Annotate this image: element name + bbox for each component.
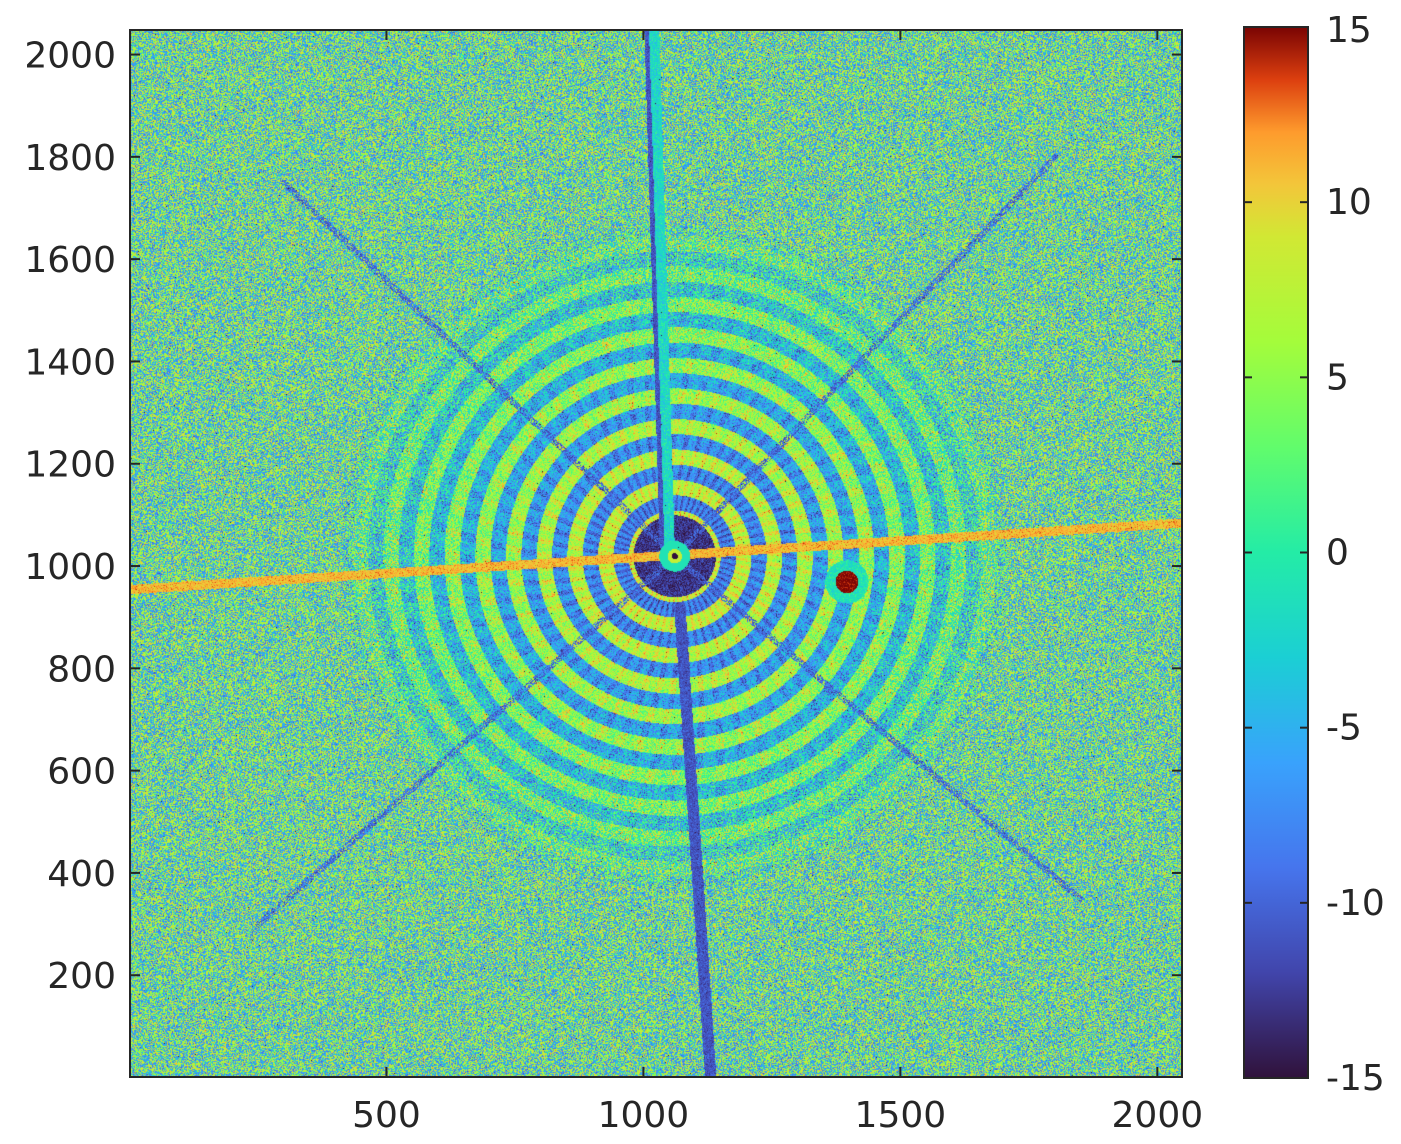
x-tick-label: 1500 — [855, 1095, 947, 1136]
x-tick-label: 2000 — [1112, 1095, 1204, 1136]
plot-frame — [129, 29, 1183, 1078]
y-tick-label: 800 — [47, 649, 116, 690]
y-tick-label: 400 — [47, 854, 116, 895]
y-tick-label: 1600 — [24, 240, 116, 281]
colorbar-tick-label: 0 — [1326, 533, 1349, 574]
heatmap-canvas — [130, 30, 1182, 1077]
y-tick-label: 2000 — [24, 36, 116, 77]
y-axis-ticks: 200 400 600 800 1000 1200 1400 1600 1800 2000 — [24, 36, 1182, 997]
colorbar: 15 10 5 0 -5 -10 -15 — [1243, 10, 1385, 1099]
x-tick-label: 1000 — [598, 1095, 690, 1136]
y-tick-label: 1800 — [24, 138, 116, 179]
plot-area — [129, 29, 1183, 1078]
x-axis-ticks: 500 1000 1500 2000 — [352, 30, 1203, 1136]
colorbar-tick-label: -5 — [1326, 708, 1362, 749]
colorbar-gradient — [1243, 26, 1309, 1079]
x-tick-label: 500 — [352, 1095, 421, 1136]
colorbar-tick-label: 10 — [1326, 182, 1372, 223]
colorbar-ticks: 15 10 5 0 -5 -10 -15 — [1244, 10, 1385, 1099]
y-tick-label: 600 — [47, 752, 116, 793]
colorbar-tick-label: 5 — [1326, 357, 1349, 398]
colorbar-tick-label: 15 — [1326, 10, 1372, 51]
colorbar-tick-label: -15 — [1326, 1058, 1385, 1099]
y-tick-label: 200 — [47, 956, 116, 997]
y-tick-label: 1000 — [24, 547, 116, 588]
y-tick-label: 1200 — [24, 445, 116, 486]
y-tick-label: 1400 — [24, 342, 116, 383]
colorbar-tick-label: -10 — [1326, 883, 1385, 924]
